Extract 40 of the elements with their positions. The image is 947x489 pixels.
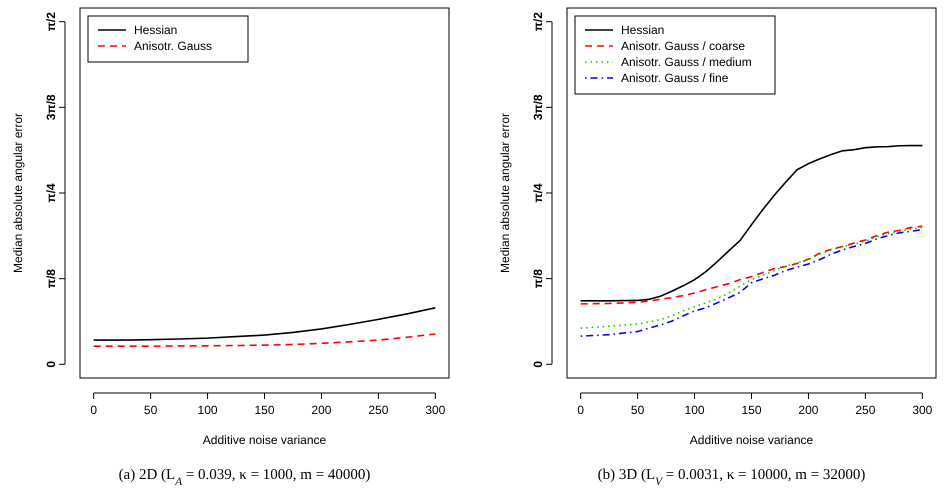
y-axis-title: Median absolute angular error [11,112,25,274]
line-series [580,225,924,305]
x-axis-title: Additive noise variance [690,433,814,447]
x-tick-label: 250 [855,403,876,417]
text: (b) 3D (L$_{V}$ = 0.0031, κ = 10000, m = 32000) [598,467,866,488]
legend-label: Hessian [134,23,178,37]
x-tick-label: 200 [798,403,819,417]
y-tick-label: 3π/8 [44,94,58,120]
x-tick-label: 50 [144,403,158,417]
x-tick-label: 50 [630,403,645,417]
legend-label: Anisotr. Gauss / medium [621,55,752,69]
text: (a) 2D (L$_{A}$ = 0.039, κ = 1000, m = 40000) [118,467,370,488]
x-tick-label: 0 [90,403,98,417]
y-tick-label: 3π/8 [531,94,545,120]
x-tick-label: 150 [741,403,762,417]
x-tick-label: 300 [425,403,446,417]
x-tick-label: 300 [912,403,933,417]
legend-label: Anisotr. Gauss / fine [621,71,729,85]
y-tick-label: π/8 [44,268,58,288]
y-tick-label: 0 [44,360,58,368]
legend-label: Anisotr. Gauss [134,39,212,53]
legend-label: Hessian [621,23,664,37]
line-series [580,144,924,302]
x-tick-label: 200 [311,403,332,417]
x-tick-label: 100 [684,403,705,417]
x-tick-label: 100 [198,403,218,417]
x-tick-label: 250 [368,403,389,417]
line-series [92,307,436,341]
x-tick-label: 0 [577,403,584,417]
y-tick-label: π/2 [44,12,58,32]
y-tick-label: 0 [531,360,545,368]
y-tick-label: π/2 [531,12,545,32]
line-series [92,333,436,347]
x-tick-label: 150 [254,403,275,417]
y-tick-label: π/4 [44,183,58,203]
y-tick-label: π/8 [531,268,545,288]
y-tick-label: π/4 [531,183,545,203]
legend-label: Anisotr. Gauss / coarse [621,39,746,53]
x-axis-title: Additive noise variance [202,433,327,447]
y-axis-title: Median absolute angular error [498,112,512,274]
